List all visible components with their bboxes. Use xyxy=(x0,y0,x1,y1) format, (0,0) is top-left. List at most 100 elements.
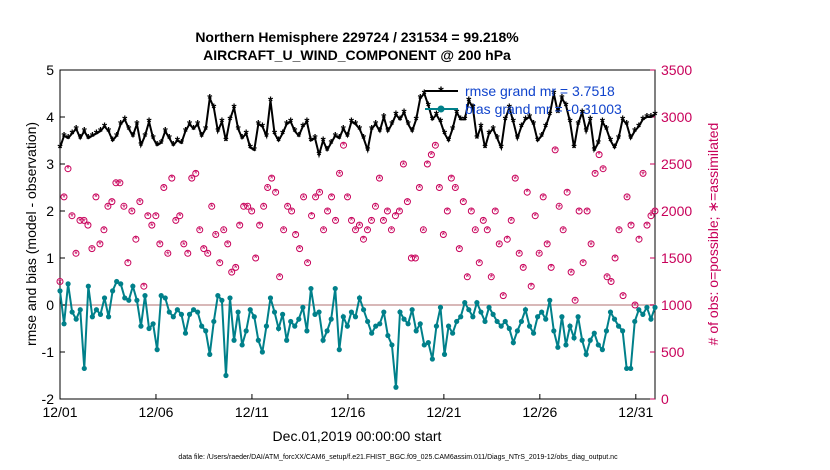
rmse-point: * xyxy=(507,101,513,116)
rmse-point: * xyxy=(519,119,525,134)
obs-assimilated-point: * xyxy=(222,226,226,237)
obs-assimilated-point: * xyxy=(417,184,421,195)
y-axis-label: rmse and bias (model - observation) xyxy=(23,122,39,346)
rmse-point: * xyxy=(511,115,517,130)
y-tick-label: -1 xyxy=(42,344,55,360)
obs-assimilated-point: * xyxy=(613,254,617,265)
obs-possible-point xyxy=(248,207,256,215)
chart-title-line1: Northern Hemisphere 229724 / 231534 = 99… xyxy=(195,29,519,45)
bias-point xyxy=(547,297,553,303)
bias-point xyxy=(510,340,516,346)
rmse-point: * xyxy=(535,134,541,149)
obs-possible-point xyxy=(491,207,499,215)
obs-possible-point xyxy=(611,254,619,262)
bias-point xyxy=(219,297,225,303)
rmse-point: * xyxy=(584,124,590,139)
bias-point xyxy=(526,323,533,329)
obs-possible-point xyxy=(200,245,208,253)
bias-point xyxy=(652,304,658,310)
rmse-point: * xyxy=(207,91,213,106)
bias-point xyxy=(352,314,359,320)
bias-point xyxy=(498,323,504,329)
obs-possible-point xyxy=(324,207,332,215)
obs-possible-point xyxy=(619,292,627,300)
obs-assimilated-point: * xyxy=(561,226,565,237)
obs-possible-point xyxy=(80,216,88,224)
obs-possible-point xyxy=(627,221,635,229)
y-tick-label: 3 xyxy=(46,156,54,172)
rmse-point: * xyxy=(74,122,80,137)
rmse-point: * xyxy=(280,126,286,141)
obs-possible-point xyxy=(224,240,232,248)
bias-point xyxy=(340,314,346,320)
bias-point xyxy=(61,321,67,327)
rmse-point: * xyxy=(167,131,173,146)
obs-assimilated-point: * xyxy=(346,193,350,204)
obs-assimilated-point: * xyxy=(633,301,637,312)
rmse-point: * xyxy=(94,126,100,141)
obs-assimilated-point: * xyxy=(138,198,142,209)
rmse-point: * xyxy=(385,124,391,139)
obs-possible-point xyxy=(515,249,523,257)
rmse-point: * xyxy=(648,110,654,125)
obs-assimilated-point: * xyxy=(334,216,338,227)
rmse-point: * xyxy=(393,108,399,123)
obs-assimilated-point: * xyxy=(146,212,150,223)
obs-possible-point xyxy=(184,249,192,257)
rmse-point: * xyxy=(580,105,586,120)
rmse-point: * xyxy=(341,122,347,137)
obs-assimilated-point: * xyxy=(413,254,417,265)
bias-point xyxy=(170,314,176,320)
rmse-point: * xyxy=(62,129,68,144)
obs-possible-point xyxy=(363,226,371,234)
obs-possible-point xyxy=(332,216,340,224)
obs-assimilated-point: * xyxy=(621,292,625,303)
obs-possible-point xyxy=(308,212,316,220)
obs-possible-point xyxy=(591,169,599,177)
obs-assimilated-point: * xyxy=(134,235,138,246)
bias-point xyxy=(470,314,476,320)
bias-point xyxy=(595,342,601,348)
obs-assimilated-point: * xyxy=(445,207,449,218)
obs-assimilated-point: * xyxy=(513,175,517,186)
bias-point xyxy=(632,318,638,325)
obs-assimilated-point: * xyxy=(393,211,397,222)
rmse-point: * xyxy=(462,112,468,127)
bias-point xyxy=(150,321,156,327)
bias-point xyxy=(644,304,650,310)
obs-assimilated-point: * xyxy=(106,202,110,213)
obs-assimilated-point: * xyxy=(597,150,601,161)
obs-assimilated-point: * xyxy=(270,174,274,185)
obs-possible-point xyxy=(639,169,647,177)
bias-point xyxy=(640,311,646,317)
obs-assimilated-point: * xyxy=(58,278,62,289)
obs-possible-point xyxy=(344,193,352,201)
rmse-point: * xyxy=(142,129,148,144)
obs-assimilated-point: * xyxy=(214,231,218,242)
obs-possible-point xyxy=(208,202,216,210)
obs-possible-point xyxy=(595,151,603,159)
rmse-point: * xyxy=(98,124,104,139)
rmse-point: * xyxy=(365,143,371,158)
bias-point xyxy=(190,307,197,313)
obs-assimilated-point: * xyxy=(278,272,282,283)
obs-possible-point xyxy=(391,212,399,220)
bias-point xyxy=(365,318,371,325)
obs-possible-point xyxy=(543,240,551,248)
rmse-point: * xyxy=(446,134,452,149)
bias-point xyxy=(162,295,168,301)
obs-assimilated-point: * xyxy=(246,203,250,214)
rmse-point: * xyxy=(422,87,428,102)
obs-possible-point xyxy=(647,212,655,220)
obs-assimilated-point: * xyxy=(378,175,382,186)
bias-point xyxy=(332,285,338,292)
obs-assimilated-point: * xyxy=(629,221,633,232)
rmse-point: * xyxy=(244,126,250,141)
obs-possible-point xyxy=(228,268,236,276)
obs-possible-point xyxy=(212,231,220,238)
rmse-line xyxy=(59,91,656,159)
obs-possible-point xyxy=(300,193,308,201)
rmse-point: * xyxy=(195,117,201,132)
obs-assimilated-point: * xyxy=(282,226,286,237)
bias-point xyxy=(263,323,270,329)
